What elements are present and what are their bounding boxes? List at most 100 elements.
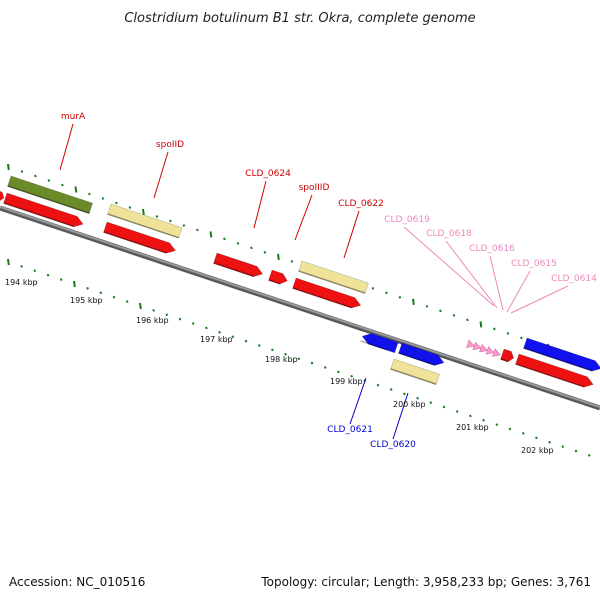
- gene-arrow: [398, 342, 445, 366]
- tick-mark: [482, 418, 485, 422]
- leader-line: [253, 180, 267, 229]
- gene-arrow: [292, 277, 362, 309]
- tick-mark: [115, 201, 118, 205]
- gene-label: murA: [61, 112, 86, 122]
- tick-mark: [439, 309, 442, 313]
- leader-line: [59, 123, 74, 171]
- tick-mark: [74, 186, 78, 193]
- tick-mark: [469, 414, 472, 418]
- tick-mark: [561, 445, 565, 448]
- tick-mark: [47, 179, 51, 182]
- tick-mark: [429, 401, 433, 405]
- topology-text: Topology: circular; Length: 3,958,233 bp…: [260, 575, 591, 589]
- tick-mark: [506, 331, 510, 335]
- gene-arrow: [515, 353, 594, 388]
- tick-mark: [165, 313, 169, 317]
- kbp-label: 197 kbp: [200, 335, 233, 344]
- tick-mark: [88, 192, 91, 196]
- tick-mark: [236, 242, 240, 245]
- tick-mark: [520, 336, 523, 340]
- leader-line: [403, 226, 495, 307]
- leader-line: [510, 285, 569, 314]
- kbp-label: 196 kbp: [136, 316, 169, 325]
- gene-label: CLD_0624: [245, 169, 291, 179]
- leader-line: [153, 151, 169, 199]
- tick-mark: [7, 163, 10, 171]
- tick-mark: [548, 440, 551, 444]
- tick-mark: [412, 298, 415, 305]
- tick-mark: [209, 231, 213, 238]
- tick-mark: [142, 208, 145, 216]
- tick-mark: [34, 174, 37, 178]
- gene-arrow: [485, 346, 495, 355]
- tick-mark: [493, 327, 496, 331]
- tick-mark: [20, 170, 24, 173]
- gene-arrow: [472, 341, 482, 351]
- gene-arrow: [492, 348, 501, 357]
- leader-line: [294, 194, 313, 241]
- gene-label: CLD_0615: [511, 259, 557, 269]
- gene-label: CLD_0622: [338, 199, 384, 209]
- tick-mark: [59, 278, 63, 281]
- tick-mark: [7, 258, 10, 266]
- tick-mark: [398, 295, 402, 299]
- kbp-label: 202 kbp: [521, 446, 554, 455]
- leader-line: [349, 377, 367, 425]
- tick-mark: [178, 317, 182, 321]
- tick-mark: [99, 291, 103, 295]
- tick-mark: [191, 322, 195, 325]
- accession-text: Accession: NC_010516: [9, 575, 145, 589]
- tick-mark: [310, 361, 314, 365]
- tick-mark: [250, 246, 253, 250]
- gene-arrow: [390, 358, 440, 385]
- tick-mark: [263, 251, 267, 254]
- tick-mark: [587, 454, 591, 457]
- gene-arrow: [213, 252, 264, 278]
- kbp-scale-labels: 194 kbp 195 kbp 196 kbp 197 kbp 198 kbp 199 k…: [5, 278, 554, 455]
- tick-mark: [61, 183, 64, 187]
- kbp-label: 199 kbp: [330, 377, 363, 386]
- gene-arrow: [268, 269, 288, 285]
- kbp-label: 194 kbp: [5, 278, 38, 287]
- tick-mark: [33, 269, 37, 273]
- gene-arrow: [466, 339, 475, 348]
- tick-mark: [155, 215, 159, 218]
- tick-mark: [223, 237, 226, 241]
- tick-mark: [323, 366, 327, 369]
- tick-mark: [244, 339, 248, 343]
- gene-label: spoIIID: [299, 183, 330, 193]
- tick-mark: [46, 273, 50, 277]
- gene-arrow: [479, 343, 488, 353]
- tick-mark: [284, 352, 287, 356]
- leader-line: [343, 210, 360, 259]
- kbp-label: 201 kbp: [456, 423, 489, 432]
- tick-mark: [350, 374, 353, 378]
- tick-mark: [371, 287, 375, 290]
- gene-label: CLD_0621: [327, 425, 373, 435]
- tick-mark: [205, 326, 208, 330]
- tick-mark: [277, 253, 280, 261]
- tick-mark: [337, 370, 340, 374]
- kbp-label: 195 kbp: [70, 296, 103, 305]
- gene-arrow: [3, 192, 84, 228]
- tick-mark: [169, 219, 172, 223]
- tick-mark: [389, 388, 393, 391]
- tick-mark: [425, 304, 429, 308]
- gene-label: CLD_0619: [384, 215, 430, 225]
- gene-label: CLD_0620: [370, 440, 416, 450]
- tick-mark: [521, 432, 525, 435]
- tick-mark: [218, 330, 221, 334]
- gene-arrow: [360, 333, 399, 354]
- leader-line: [392, 392, 409, 440]
- gene-arrow: [500, 348, 515, 363]
- tick-mark: [508, 427, 512, 431]
- tick-mark: [479, 321, 483, 328]
- tick-mark: [112, 295, 116, 299]
- tick-mark: [73, 280, 76, 288]
- tick-mark: [466, 318, 469, 322]
- tick-mark: [231, 335, 235, 339]
- tick-mark: [101, 197, 105, 200]
- tick-mark: [455, 410, 459, 413]
- tick-mark: [196, 228, 199, 232]
- tick-mark: [152, 308, 155, 312]
